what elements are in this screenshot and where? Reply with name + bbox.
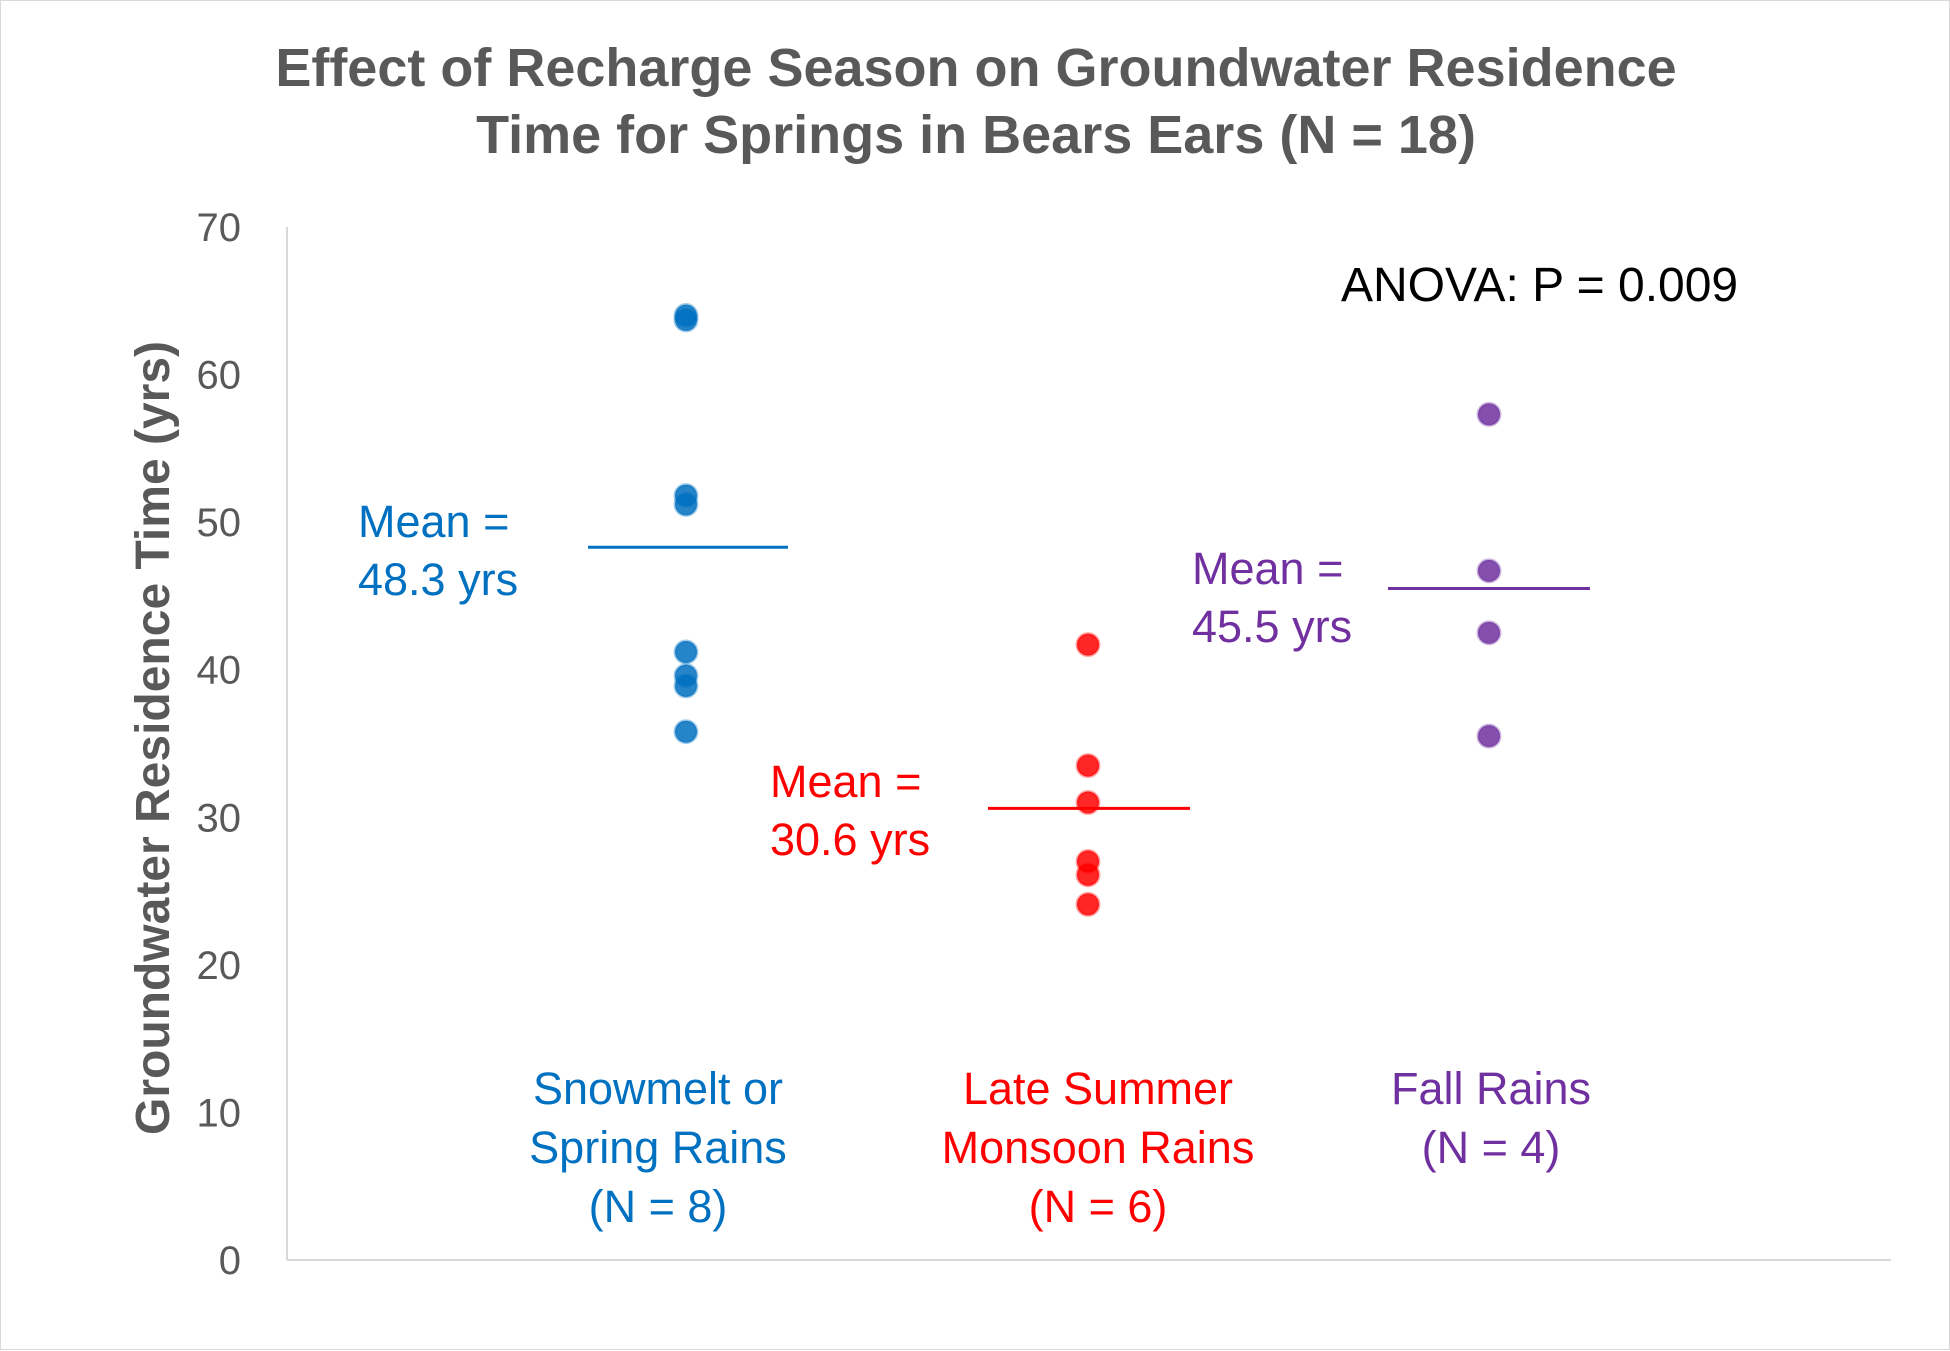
y-tick-label-40: 40 (197, 649, 242, 693)
data-point (673, 639, 699, 665)
mean-label-line: 48.3 yrs (358, 554, 518, 605)
chart-title-line-2: Time for Springs in Bears Ears (N = 18) (476, 105, 1476, 165)
data-point (1476, 558, 1502, 584)
data-groups: Mean = 48.3 yrs Snowmelt or Spring Rains (N … (358, 303, 1591, 1232)
y-tick-label-20: 20 (197, 944, 242, 988)
data-point (673, 719, 699, 745)
mean-label-line: 45.5 yrs (1192, 601, 1352, 652)
data-point (1476, 723, 1502, 749)
mean-label: Mean = 45.5 yrs (1192, 543, 1352, 652)
group-label-line: Late Summer (963, 1063, 1233, 1114)
y-tick-label-50: 50 (197, 501, 242, 545)
y-tick-label-10: 10 (197, 1091, 242, 1135)
group-3: Mean = 45.5 yrs Fall Rains (N = 4) (1192, 401, 1591, 1173)
data-point (1075, 753, 1101, 779)
data-point (673, 307, 699, 333)
group-2: Mean = 30.6 yrs Late Summer Monsoon Rains (N… (770, 632, 1255, 1232)
data-point (1075, 862, 1101, 888)
group-label-line: Snowmelt or (533, 1063, 783, 1114)
data-point (1075, 632, 1101, 658)
group-1: Mean = 48.3 yrs Snowmelt or Spring Rains (N … (358, 303, 788, 1232)
y-tick-label-0: 0 (219, 1239, 241, 1283)
y-tick-label-60: 60 (197, 354, 242, 398)
group-label-line: Monsoon Rains (942, 1122, 1255, 1173)
mean-label-line: 30.6 yrs (770, 814, 930, 865)
y-tick-label-70: 70 (197, 206, 242, 250)
group-label-line: Spring Rains (529, 1122, 787, 1173)
group-label-line: Fall Rains (1391, 1063, 1591, 1114)
data-point (1075, 790, 1101, 816)
mean-label-line: Mean = (770, 756, 921, 807)
mean-label-line: Mean = (358, 496, 509, 547)
data-point (673, 491, 699, 517)
data-point (1476, 620, 1502, 646)
group-label-line: (N = 6) (1029, 1181, 1168, 1232)
mean-label: Mean = 48.3 yrs (358, 496, 518, 605)
data-point (1075, 891, 1101, 917)
mean-label-line: Mean = (1192, 543, 1343, 594)
data-point (1476, 401, 1502, 427)
y-axis-label: Groundwater Residence Time (yrs) (127, 341, 180, 1135)
y-tick-labels: 0 10 20 30 40 50 60 70 (197, 206, 242, 1283)
chart-title-line-1: Effect of Recharge Season on Groundwater… (275, 38, 1676, 98)
y-tick-label-30: 30 (197, 796, 242, 840)
data-point (673, 673, 699, 699)
group-label-line: (N = 4) (1422, 1122, 1561, 1173)
group-label-line: (N = 8) (589, 1181, 728, 1232)
anova-annotation: ANOVA: P = 0.009 (1341, 259, 1738, 312)
mean-label: Mean = 30.6 yrs (770, 756, 930, 865)
